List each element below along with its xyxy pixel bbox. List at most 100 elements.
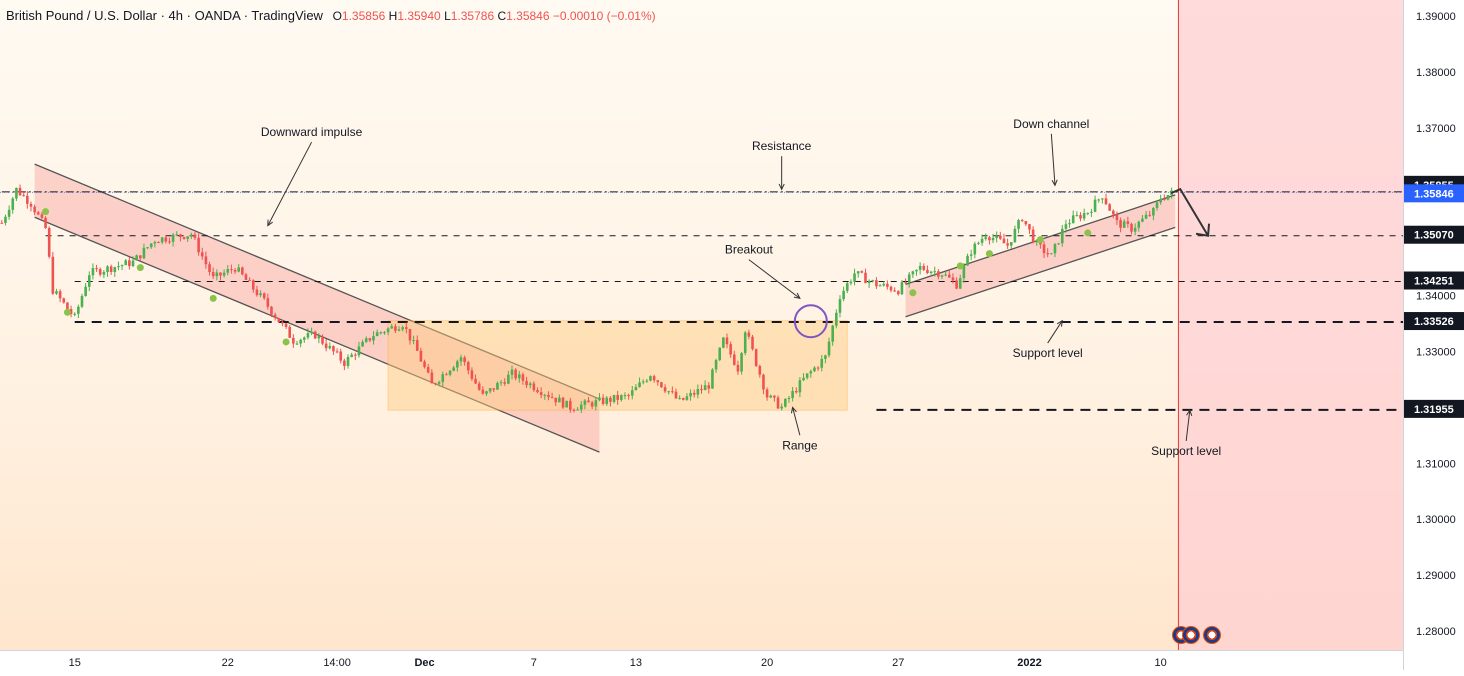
candle-body [102, 272, 106, 275]
candle-body [561, 397, 565, 408]
swing-marker [985, 250, 993, 258]
instrument-title: British Pound / U.S. Dollar · 4h · OANDA… [6, 8, 323, 23]
candle-body [831, 325, 834, 342]
candle-body [299, 339, 302, 344]
high-value: 1.35940 [397, 9, 441, 23]
candle-body [937, 271, 940, 277]
annotation-label: Breakout [725, 243, 774, 257]
candle-body [62, 298, 66, 303]
candle-body [980, 238, 984, 243]
candle-body [853, 273, 856, 282]
candle-body [671, 391, 674, 393]
candle-body [907, 274, 911, 283]
candle-body [1122, 221, 1126, 228]
candle-body [131, 260, 135, 267]
price-axis[interactable]: 1.280001.290001.300001.310001.320001.330… [1403, 0, 1464, 670]
candle-body [306, 333, 310, 338]
candle-body [339, 351, 343, 361]
channel-down-fill [34, 164, 600, 453]
annotation-arrow [792, 407, 801, 436]
annotation-arrow [1185, 410, 1191, 441]
candle-body [350, 354, 353, 357]
candle-body [179, 234, 182, 237]
candle-body [616, 394, 619, 400]
candle-body [0, 222, 4, 224]
candle-body [718, 347, 722, 361]
candle-body [929, 271, 933, 274]
candle-body [36, 212, 40, 215]
candle-body [835, 312, 838, 326]
price-tag [1404, 184, 1464, 203]
price-tick-label: 1.28000 [1416, 626, 1456, 638]
annotation-label: Downward impulse [261, 125, 363, 139]
candle-body [714, 360, 718, 370]
candle-body [470, 370, 474, 379]
candle-body [394, 326, 397, 331]
candle-body [186, 236, 189, 239]
candle-body [1148, 214, 1152, 216]
candle-body [645, 380, 649, 382]
candle-body [11, 198, 15, 210]
annotation-arrow-head [778, 183, 785, 191]
candle-body [405, 327, 408, 329]
candle-body [1024, 221, 1028, 225]
candle-body [696, 389, 700, 395]
candle-body [124, 260, 128, 266]
candle-body [798, 380, 802, 393]
candle-body [244, 274, 248, 280]
candle-body [262, 293, 266, 299]
time-axis[interactable]: 15 22 14:00 Dec 7 13 20 27 2022 10 [0, 650, 1403, 671]
candle-body [1144, 214, 1148, 219]
candle-body [948, 274, 951, 278]
candle-body [354, 354, 357, 356]
candle-body [805, 373, 809, 378]
candle-body [1130, 223, 1133, 232]
price-tick-label: 1.39000 [1416, 11, 1456, 23]
swing-marker [209, 294, 217, 302]
candle-body [641, 381, 645, 383]
price-tag [1404, 312, 1464, 331]
candle-body [408, 328, 412, 341]
candle-body [456, 361, 459, 368]
candle-body [292, 337, 295, 344]
candle-body [543, 394, 547, 396]
candle-body [284, 323, 288, 327]
candle-body [867, 280, 871, 284]
candle-body [106, 266, 109, 273]
candle-body [521, 374, 525, 381]
candle-body [211, 272, 215, 277]
candle-body [528, 383, 532, 386]
us-flag-icon[interactable] [1203, 626, 1221, 644]
candle-body [1042, 244, 1046, 254]
price-tag [1404, 225, 1464, 244]
candle-body [98, 269, 102, 275]
candle-body [168, 241, 171, 243]
candle-body [164, 237, 168, 242]
time-tick-label: 14:00 [323, 657, 351, 669]
candle-body [1031, 229, 1035, 243]
candle-body [973, 243, 977, 255]
candle-body [889, 286, 893, 291]
candle-body [787, 397, 791, 399]
candle-body [496, 382, 499, 390]
candle-body [773, 395, 776, 398]
candle-body [445, 374, 448, 376]
candle-body [157, 242, 160, 244]
candle-body [594, 400, 598, 407]
candle-body [532, 383, 536, 391]
candle-body [248, 279, 251, 281]
uk-flag-icon[interactable] [1182, 626, 1200, 644]
candle-body [988, 237, 991, 241]
annotation-arrow-head [267, 219, 273, 227]
candle-body [1017, 220, 1020, 229]
swing-marker [282, 338, 290, 346]
candle-body [288, 326, 292, 338]
candle-body [379, 332, 383, 334]
candle-body [1141, 218, 1144, 222]
forecast-arrow [1170, 187, 1209, 237]
high-label: H [388, 9, 398, 23]
candle-body [991, 237, 995, 241]
candle-body [1115, 214, 1119, 221]
